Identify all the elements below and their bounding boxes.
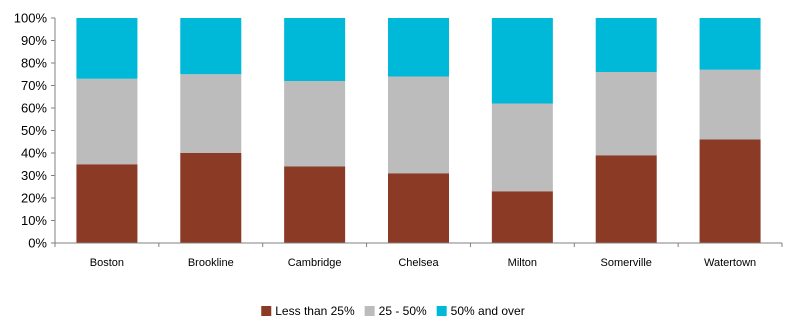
x-category-label: Watertown — [704, 257, 756, 269]
legend-item: 25 - 50% — [364, 304, 427, 318]
x-axis: Boston Brookline Cambridge Chelsea Milton Som… — [54, 242, 783, 269]
bar-segment — [388, 18, 449, 77]
y-axis: 0% 10% 20% 30% 40% 50% 60% 70% 80% 90% 100% — [14, 11, 56, 251]
bar-segment — [76, 18, 138, 79]
bar-segment — [180, 153, 242, 243]
y-tick-label: 10% — [21, 213, 47, 228]
y-tick-label: 50% — [21, 123, 47, 138]
legend-label: 25 - 50% — [379, 304, 427, 318]
bar-stack-somerville — [595, 18, 657, 243]
bar-segment — [284, 166, 346, 243]
y-tick-label: 90% — [21, 33, 47, 48]
bar-segment — [284, 81, 346, 167]
bar-stack-cambridge — [284, 18, 346, 243]
bar-segment — [284, 18, 346, 81]
bars — [76, 18, 761, 243]
x-category-label: Cambridge — [288, 257, 342, 269]
bar-segment — [595, 72, 657, 156]
y-tick-label: 30% — [21, 168, 47, 183]
bar-stack-chelsea — [388, 18, 449, 243]
y-tick-label: 80% — [21, 56, 47, 71]
bar-stack-brookline — [180, 18, 242, 243]
bar-stack-watertown — [699, 18, 761, 243]
legend-swatch — [436, 306, 447, 316]
bar-segment — [491, 103, 553, 192]
bar-segment — [699, 18, 761, 70]
bar-segment — [388, 173, 449, 243]
legend-label: 50% and over — [451, 304, 525, 318]
x-category-label: Chelsea — [398, 257, 439, 269]
bar-segment — [699, 69, 761, 140]
x-category-label: Milton — [508, 257, 537, 269]
legend-item: 50% and over — [436, 304, 525, 318]
bar-segment — [699, 139, 761, 243]
bar-segment — [491, 18, 553, 104]
legend: Less than 25% 25 - 50% 50% and over — [261, 304, 525, 318]
y-tick-label: 0% — [28, 236, 47, 251]
bar-segment — [180, 18, 242, 75]
bar-segment — [595, 18, 657, 72]
x-category-label: Brookline — [188, 257, 234, 269]
bar-segment — [180, 74, 242, 153]
bar-segment — [76, 78, 138, 165]
y-tick-label: 20% — [21, 191, 47, 206]
legend-swatch — [261, 306, 272, 316]
bar-segment — [595, 155, 657, 243]
bar-segment — [76, 164, 138, 243]
y-tick-label: 100% — [14, 11, 48, 26]
y-tick-label: 40% — [21, 146, 47, 161]
legend-swatch — [364, 306, 375, 316]
y-tick-label: 70% — [21, 78, 47, 93]
bar-stack-boston — [76, 18, 138, 243]
x-category-label: Somerville — [601, 257, 652, 269]
bar-stack-milton — [491, 18, 553, 243]
x-category-label: Boston — [90, 257, 124, 269]
legend-item: Less than 25% — [261, 304, 355, 318]
bar-segment — [388, 76, 449, 174]
legend-label: Less than 25% — [275, 304, 355, 318]
bar-segment — [491, 191, 553, 243]
y-tick-label: 60% — [21, 101, 47, 116]
